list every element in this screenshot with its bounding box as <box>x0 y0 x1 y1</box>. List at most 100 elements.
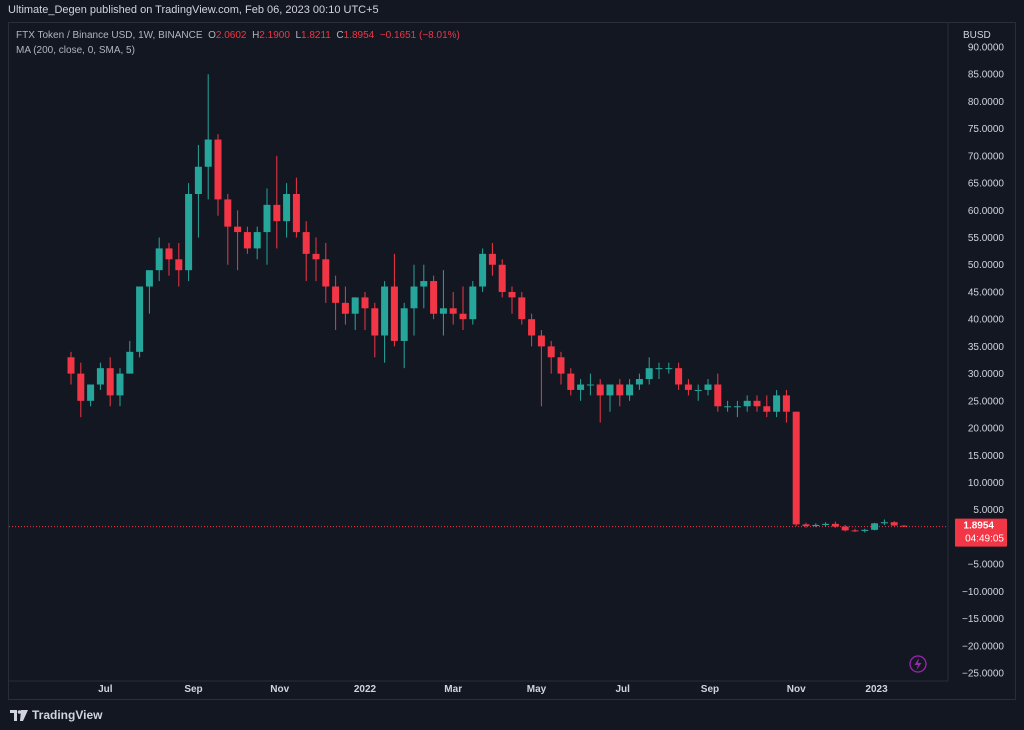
candle-body[interactable] <box>626 384 634 396</box>
candle-body[interactable] <box>194 166 202 194</box>
x-tick-label: Sep <box>701 684 719 695</box>
candle-body[interactable] <box>773 395 781 412</box>
candle-body[interactable] <box>67 357 75 374</box>
candle-body[interactable] <box>724 406 732 408</box>
tradingview-logo[interactable]: TradingView <box>10 708 102 722</box>
candle-body[interactable] <box>782 395 790 412</box>
candle-body[interactable] <box>253 232 261 249</box>
candle-body[interactable] <box>871 523 879 530</box>
candle-body[interactable] <box>528 319 536 336</box>
candle-body[interactable] <box>175 259 183 271</box>
candle-body[interactable] <box>204 139 212 167</box>
candle-body[interactable] <box>430 281 438 314</box>
candle-body[interactable] <box>567 373 575 390</box>
candle-body[interactable] <box>449 308 457 314</box>
candle-body[interactable] <box>655 368 663 370</box>
candle-body[interactable] <box>792 411 800 525</box>
change-value: −0.1651 (−8.01%) <box>379 30 460 41</box>
candle-body[interactable] <box>410 286 418 309</box>
last-price-badge <box>955 518 1007 547</box>
candle-body[interactable] <box>136 286 144 352</box>
candle-body[interactable] <box>371 308 379 336</box>
candle-body[interactable] <box>312 253 320 260</box>
candle-body[interactable] <box>851 530 859 532</box>
candle-body[interactable] <box>812 524 820 527</box>
candle-body[interactable] <box>155 248 163 271</box>
candle-body[interactable] <box>420 281 428 287</box>
candle-body[interactable] <box>165 248 173 260</box>
candle-body[interactable] <box>694 389 702 391</box>
candle-body[interactable] <box>675 368 683 385</box>
candle-body[interactable] <box>635 379 643 385</box>
candle-body[interactable] <box>763 406 771 412</box>
candle-body[interactable] <box>802 524 810 527</box>
candle-body[interactable] <box>234 226 242 233</box>
symbol-title[interactable]: FTX Token / Binance USD, 1W, BINANCE <box>16 30 203 41</box>
candle-body[interactable] <box>400 308 408 341</box>
candle-body[interactable] <box>900 525 908 527</box>
candle-body[interactable] <box>488 253 496 265</box>
candlestick-chart[interactable]: BUSD 90.0000 85.0000 80.0000 75.0000 70.0000 6… <box>0 0 1024 700</box>
candle-body[interactable] <box>116 373 124 396</box>
candle-body[interactable] <box>743 400 751 407</box>
y-tick-label: −15.0000 <box>962 614 1004 625</box>
candle-body[interactable] <box>292 193 300 233</box>
candle-body[interactable] <box>87 384 95 401</box>
candle-body[interactable] <box>596 384 604 396</box>
candle-body[interactable] <box>714 384 722 407</box>
candle-body[interactable] <box>616 384 624 396</box>
candle-body[interactable] <box>361 297 369 309</box>
lightning-icon[interactable] <box>909 655 927 673</box>
candle-body[interactable] <box>96 368 104 385</box>
candle-body[interactable] <box>341 302 349 314</box>
candle-body[interactable] <box>704 384 712 390</box>
candle-body[interactable] <box>439 308 447 314</box>
candle-body[interactable] <box>822 523 830 525</box>
candle-body[interactable] <box>263 204 271 233</box>
candle-body[interactable] <box>890 522 898 526</box>
candle-body[interactable] <box>733 406 741 408</box>
candle-body[interactable] <box>459 313 467 320</box>
candle-body[interactable] <box>243 232 251 249</box>
indicator-label: MA (200, close, 0, SMA, 5) <box>16 45 135 56</box>
candle-body[interactable] <box>537 335 545 347</box>
chart-frame[interactable] <box>8 22 1016 700</box>
candle-body[interactable] <box>332 286 340 303</box>
candle-body[interactable] <box>880 522 888 524</box>
candle-body[interactable] <box>106 368 114 396</box>
candle-body[interactable] <box>145 270 153 287</box>
candle-body[interactable] <box>831 523 839 527</box>
candle-body[interactable] <box>753 400 761 407</box>
candle-body[interactable] <box>606 384 614 396</box>
candle-body[interactable] <box>841 526 849 531</box>
y-tick-label: 10.0000 <box>968 478 1005 489</box>
indicator-legend[interactable]: MA (200, close, 0, SMA, 5) <box>16 45 135 56</box>
candle-body[interactable] <box>518 297 526 320</box>
candle-body[interactable] <box>185 193 193 271</box>
candle-body[interactable] <box>214 139 222 200</box>
candle-body[interactable] <box>390 286 398 341</box>
tradingview-brand: TradingView <box>32 708 103 722</box>
candle-body[interactable] <box>577 384 585 390</box>
candle-body[interactable] <box>322 259 330 287</box>
candle-body[interactable] <box>508 291 516 298</box>
candle-body[interactable] <box>469 286 477 320</box>
candle-body[interactable] <box>586 384 594 386</box>
candle-body[interactable] <box>283 193 291 222</box>
candle-body[interactable] <box>684 384 692 390</box>
candle-body[interactable] <box>77 373 85 401</box>
candle-body[interactable] <box>665 368 673 370</box>
candle-body[interactable] <box>351 297 359 314</box>
candle-body[interactable] <box>645 368 653 380</box>
candle-body[interactable] <box>547 346 555 358</box>
candle-body[interactable] <box>861 529 869 531</box>
candle-body[interactable] <box>381 286 389 336</box>
candle-body[interactable] <box>273 204 281 222</box>
y-tick-label: 90.0000 <box>968 43 1005 54</box>
candle-body[interactable] <box>479 253 487 287</box>
candle-body[interactable] <box>557 357 565 374</box>
candle-body[interactable] <box>498 264 506 292</box>
candle-body[interactable] <box>126 351 134 374</box>
candle-body[interactable] <box>224 199 232 227</box>
candle-body[interactable] <box>302 232 310 254</box>
